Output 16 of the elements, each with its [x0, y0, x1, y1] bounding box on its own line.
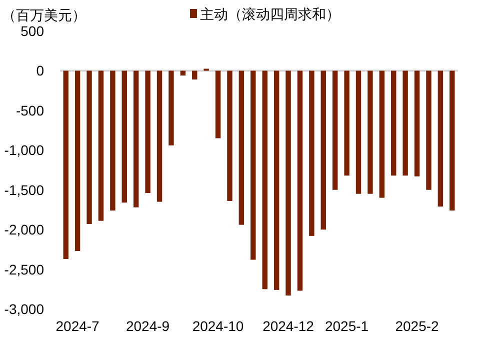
y-axis-title: （百万美元） — [2, 7, 86, 23]
y-tick-label: 0 — [36, 62, 44, 79]
x-tick-label: 2025-2 — [395, 318, 440, 334]
y-tick-label: -500 — [16, 102, 44, 118]
y-tick-label: -2,000 — [4, 222, 44, 238]
y-tick-label: -1,500 — [4, 182, 44, 198]
x-tick-label: 2024-7 — [56, 318, 100, 334]
y-tick-label: -2,500 — [4, 261, 44, 278]
x-tick-label: 2024-12 — [262, 318, 314, 334]
y-tick-label: 500 — [20, 23, 44, 39]
y-tick-label: -1,000 — [4, 142, 44, 158]
y-tick-label: -3,000 — [4, 301, 44, 317]
x-tick-label: 2024-9 — [126, 318, 170, 334]
x-tick-label: 2024-10 — [192, 318, 244, 334]
legend-label: 主动（滚动四周求和） — [200, 6, 340, 22]
x-tick-label: 2025-1 — [324, 318, 369, 334]
